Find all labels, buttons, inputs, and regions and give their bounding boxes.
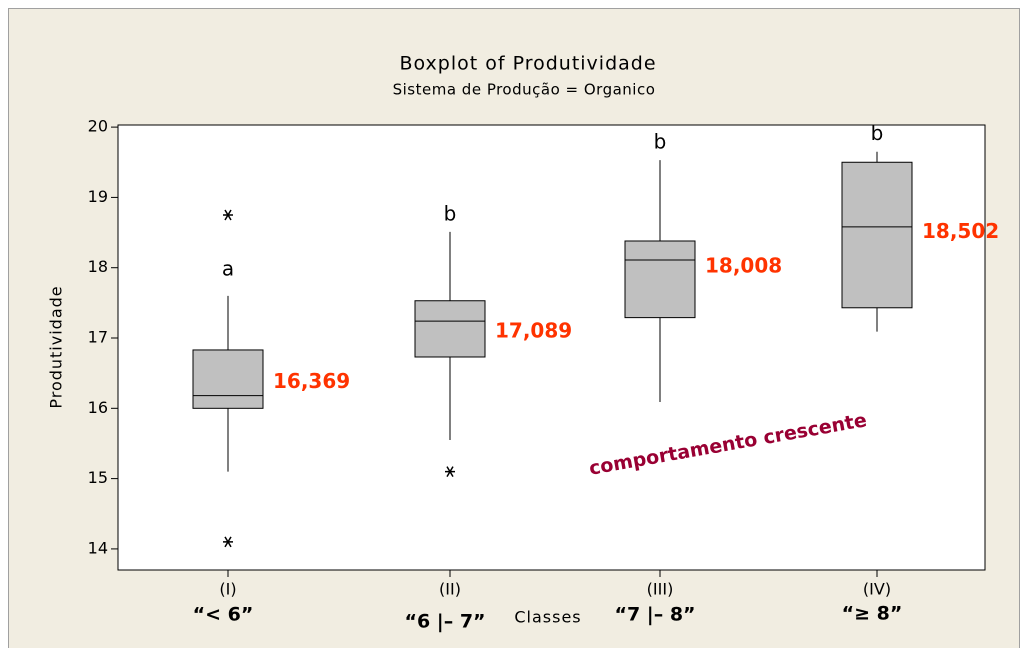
box (414, 300, 486, 358)
chart-title: Boxplot of Produtividade (399, 53, 656, 75)
x-tick-label: (II) (439, 580, 461, 599)
mean-label: 16,369 (273, 369, 350, 393)
y-tick-label: 19 (88, 187, 108, 206)
group-letter: b (444, 201, 457, 225)
x-tick-label: (III) (647, 580, 674, 599)
outlier (223, 209, 233, 221)
class-label: “6 |– 7” (404, 611, 485, 633)
box (192, 349, 264, 409)
class-label: “≥ 8” (842, 603, 903, 625)
box (841, 161, 913, 309)
group-letter: b (871, 121, 884, 145)
plot-region (117, 124, 986, 571)
box (624, 240, 696, 319)
chart-subtitle: Sistema de Produção = Organico (393, 81, 656, 99)
y-tick-label: 17 (88, 328, 108, 347)
mean-label: 17,089 (495, 318, 572, 342)
group-letter: a (222, 256, 234, 280)
y-tick-label: 15 (88, 468, 108, 487)
x-axis-label: Classes (514, 608, 581, 627)
y-axis-label: Produtividade (47, 285, 66, 408)
mean-label: 18,008 (705, 254, 782, 278)
group-letter: b (654, 130, 667, 154)
y-tick-label: 18 (88, 257, 108, 276)
class-label: “< 6” (193, 604, 254, 626)
mean-label: 18,502 (922, 219, 999, 243)
x-tick-label: (I) (219, 580, 236, 599)
class-label: “7 |– 8” (614, 604, 695, 626)
y-tick-label: 14 (88, 538, 108, 557)
outlier (445, 466, 455, 477)
y-tick-label: 20 (88, 117, 108, 136)
x-tick-label: (IV) (863, 580, 891, 599)
outlier (223, 536, 233, 548)
y-tick-label: 16 (88, 398, 108, 417)
